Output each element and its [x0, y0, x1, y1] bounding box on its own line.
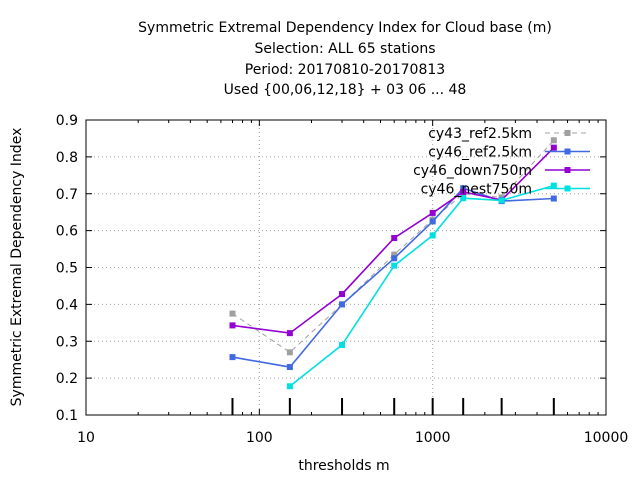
- y-tick-label: 0.1: [56, 408, 78, 424]
- chart-title-line-4: Used {00,06,12,18} + 03 06 ... 48: [223, 82, 467, 98]
- data-point-cy46-down750m: [550, 144, 557, 151]
- data-point-cy46-ref2-5km: [286, 364, 293, 371]
- data-point-cy46-nest750m: [391, 262, 398, 269]
- x-tick-label: 10000: [584, 430, 629, 446]
- x-axis-label: thresholds m: [298, 458, 389, 474]
- y-tick-label: 0.4: [56, 297, 78, 313]
- series-line-cy46-ref2-5km: [232, 187, 554, 368]
- data-point-cy46-nest750m: [460, 195, 467, 202]
- data-point-cy46-nest750m: [339, 341, 346, 348]
- data-point-cy43-ref2-5km: [550, 137, 557, 144]
- axis-ticks: 0.1 0.2 0.3 0.4 0.5 0.6 0.7 0.8 0.9 10 100 1000 1000…: [56, 113, 629, 446]
- y-tick-label: 0.5: [56, 261, 78, 277]
- legend-label-cy46-ref2-5km: cy46_ref2.5km: [428, 145, 532, 161]
- data-point-cy43-ref2-5km: [286, 349, 293, 356]
- series-line-cy43-ref2-5km: [232, 139, 555, 353]
- y-tick-label: 0.3: [56, 334, 78, 350]
- data-point-cy46-nest750m: [498, 197, 505, 204]
- data-point-cy46-down750m: [429, 209, 436, 216]
- data-point-cy46-down750m: [339, 291, 346, 298]
- data-point-cy46-down750m: [229, 322, 236, 329]
- data-point-cy46-down750m: [286, 330, 293, 337]
- x-tick-label: 1000: [415, 430, 451, 446]
- data-point-cy46-ref2-5km: [339, 301, 346, 308]
- threshold-markers: [231, 398, 555, 415]
- y-tick-label: 0.7: [56, 187, 78, 203]
- y-tick-label: 0.6: [56, 224, 78, 240]
- legend-label-cy46-down750m: cy46_down750m: [413, 163, 532, 179]
- chart-title-line-3: Period: 20170810-20170813: [244, 62, 446, 78]
- x-tick-label: 100: [246, 430, 273, 446]
- data-point-cy46-down750m: [460, 188, 467, 195]
- y-axis-label: Symmetric Extremal Dependency Index: [9, 128, 25, 407]
- data-point-cy46-nest750m: [429, 232, 436, 239]
- series-line-cy46-nest750m: [289, 184, 555, 387]
- legend-marker-cy43-ref2-5km: [564, 130, 571, 136]
- x-tick-label: 10: [77, 430, 95, 446]
- chart-title-line-2: Selection: ALL 65 stations: [254, 41, 436, 57]
- legend-label-cy43-ref2-5km: cy43_ref2.5km: [428, 126, 532, 142]
- y-tick-label: 0.9: [56, 113, 78, 129]
- legend: cy43_ref2.5km cy46_ref2.5km cy46_down750mc…: [413, 126, 590, 198]
- legend-marker-cy46-nest750m: [564, 185, 571, 192]
- data-point-cy46-down750m: [391, 235, 398, 241]
- legend-marker-cy46-ref2-5km: [564, 148, 571, 155]
- y-tick-label: 0.8: [56, 150, 78, 166]
- data-point-cy46-nest750m: [286, 383, 293, 390]
- data-point-cy43-ref2-5km: [391, 251, 398, 258]
- legend-marker-cy46-down750m: [564, 167, 571, 173]
- series-line-cy46-down750m: [232, 147, 555, 334]
- data-point-cy46-ref2-5km: [429, 218, 436, 225]
- data-point-cy46-ref2-5km: [550, 195, 557, 202]
- legend-label-cy46-nest750m: cy46_nest750m: [421, 182, 532, 198]
- data-point-cy46-nest750m: [550, 182, 557, 189]
- data-point-cy46-ref2-5km: [391, 255, 398, 262]
- grid: [86, 120, 606, 415]
- y-tick-label: 0.2: [56, 371, 78, 387]
- data-point-cy43-ref2-5km: [229, 310, 236, 317]
- data-point-cy46-ref2-5km: [460, 185, 467, 192]
- chart-title-line-1: Symmetric Extremal Dependency Index for …: [138, 20, 552, 36]
- data-point-cy46-ref2-5km: [229, 354, 236, 361]
- series-lines: [229, 137, 557, 390]
